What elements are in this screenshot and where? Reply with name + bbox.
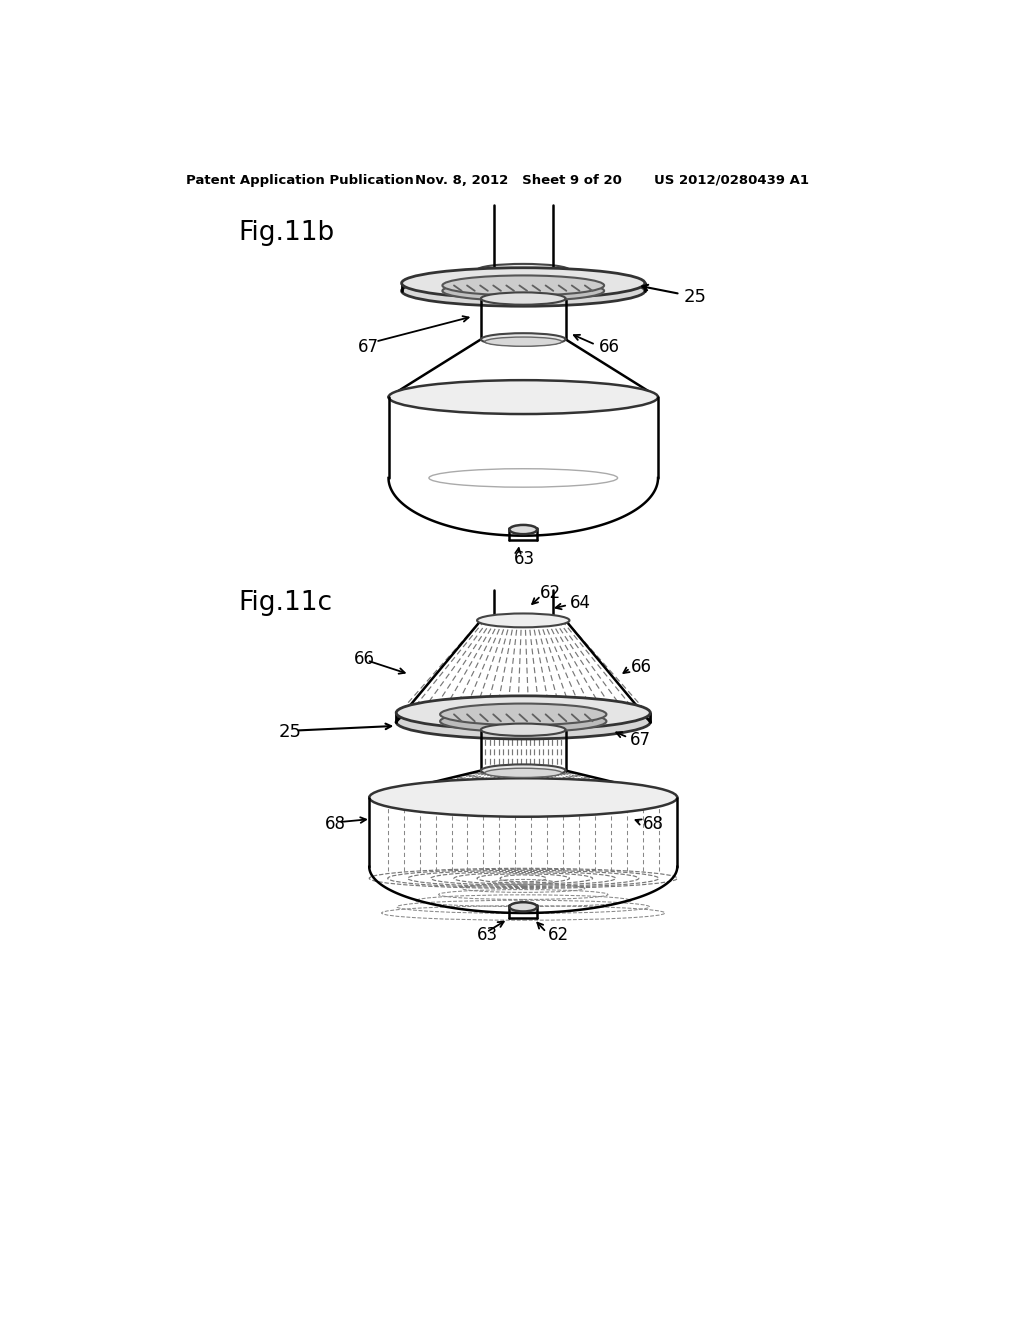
Text: 66: 66 bbox=[631, 657, 652, 676]
Ellipse shape bbox=[442, 276, 604, 296]
Text: 64: 64 bbox=[569, 594, 591, 612]
Text: 25: 25 bbox=[279, 723, 301, 741]
Text: Nov. 8, 2012   Sheet 9 of 20: Nov. 8, 2012 Sheet 9 of 20 bbox=[416, 174, 623, 187]
Ellipse shape bbox=[370, 779, 677, 817]
Text: 63: 63 bbox=[514, 550, 536, 568]
Text: 25: 25 bbox=[683, 288, 707, 306]
Text: 67: 67 bbox=[630, 731, 650, 748]
Ellipse shape bbox=[396, 705, 650, 739]
Ellipse shape bbox=[509, 903, 538, 911]
Text: 66: 66 bbox=[599, 338, 620, 356]
Ellipse shape bbox=[477, 264, 569, 276]
Text: Patent Application Publication: Patent Application Publication bbox=[186, 174, 414, 187]
Text: US 2012/0280439 A1: US 2012/0280439 A1 bbox=[654, 174, 809, 187]
Ellipse shape bbox=[481, 723, 565, 737]
Text: Fig.11b: Fig.11b bbox=[239, 220, 335, 246]
Text: 66: 66 bbox=[354, 649, 375, 668]
Text: 63: 63 bbox=[477, 925, 499, 944]
Ellipse shape bbox=[388, 380, 658, 414]
Ellipse shape bbox=[396, 696, 650, 730]
Text: 67: 67 bbox=[357, 338, 379, 356]
Ellipse shape bbox=[442, 281, 604, 301]
Ellipse shape bbox=[401, 268, 645, 298]
Text: 62: 62 bbox=[541, 585, 561, 602]
Text: 68: 68 bbox=[325, 816, 346, 833]
Ellipse shape bbox=[484, 768, 562, 777]
Text: Fig.11c: Fig.11c bbox=[239, 590, 333, 615]
Ellipse shape bbox=[477, 614, 569, 627]
Ellipse shape bbox=[401, 276, 645, 306]
Ellipse shape bbox=[481, 764, 565, 776]
Ellipse shape bbox=[481, 333, 565, 346]
Ellipse shape bbox=[484, 337, 562, 346]
Ellipse shape bbox=[509, 525, 538, 535]
Text: 68: 68 bbox=[643, 816, 664, 833]
Ellipse shape bbox=[440, 704, 606, 725]
Ellipse shape bbox=[481, 293, 565, 305]
Ellipse shape bbox=[440, 710, 606, 733]
Text: 62: 62 bbox=[548, 925, 569, 944]
